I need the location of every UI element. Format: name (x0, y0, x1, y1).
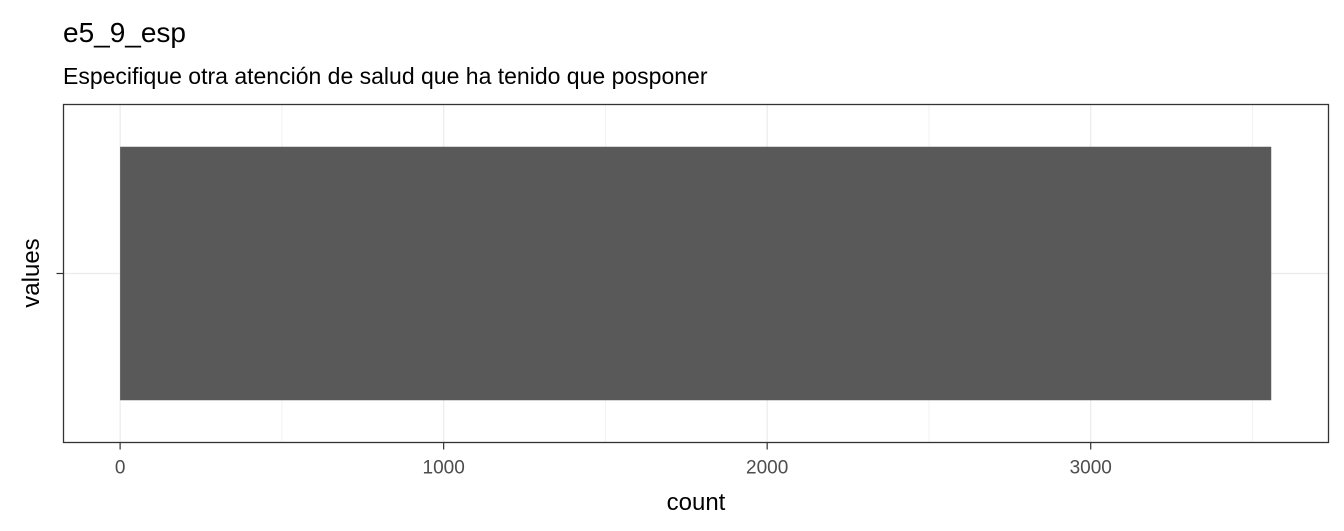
x-axis-title: count (667, 489, 726, 516)
chart-title: e5_9_esp (63, 17, 186, 48)
x-axis-ticks (119, 442, 1092, 450)
bars (120, 146, 1272, 401)
x-tick-label: 3000 (1070, 458, 1112, 479)
chart-subtitle: Especifique otra atención de salud que h… (63, 63, 708, 89)
y-axis-title: values (18, 238, 45, 307)
x-tick-label: 1000 (423, 458, 465, 479)
bar (120, 146, 1272, 401)
x-tick-label: 0 (115, 458, 126, 479)
x-tick-label: 2000 (746, 458, 788, 479)
x-axis-tick-labels: 0 1000 2000 3000 (115, 458, 1112, 479)
